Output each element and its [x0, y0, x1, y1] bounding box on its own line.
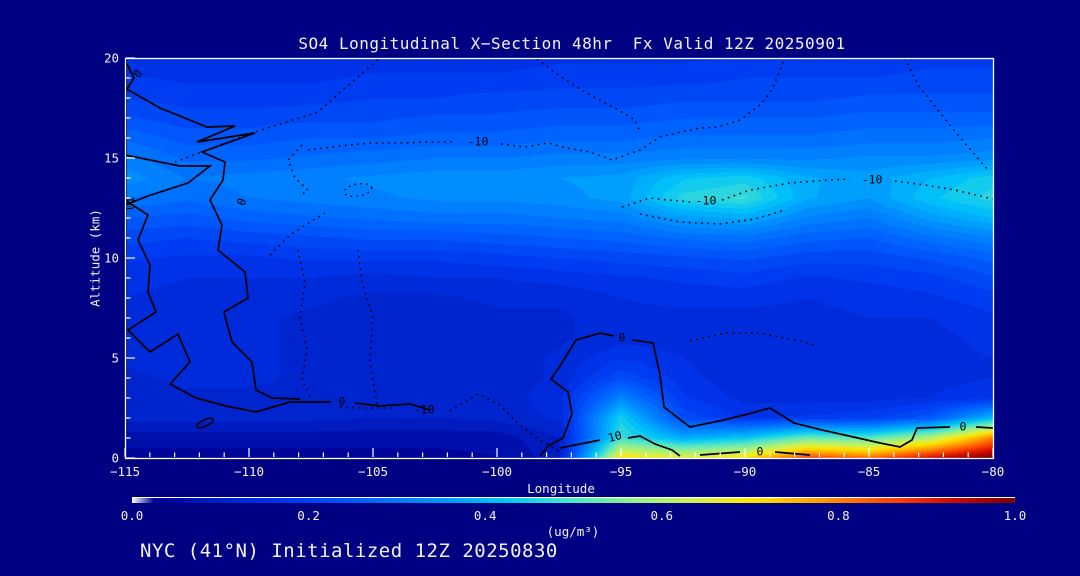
- plot-title: SO4 Longitudinal X−Section 48hr Fx Valid…: [298, 34, 846, 53]
- y-tick-label: 5: [111, 350, 119, 366]
- x-tick-label: −115: [109, 464, 141, 479]
- x-axis-label: Longitude: [527, 481, 595, 496]
- colorbar-tick-label: 1.0: [1003, 508, 1027, 523]
- y-tick-label: 15: [103, 150, 119, 166]
- colorbar-tick-label: 0.4: [473, 508, 497, 523]
- y-tick-label: 20: [103, 50, 119, 66]
- x-tick-label: −110: [233, 464, 265, 479]
- colorbar-tick-label: 0.0: [120, 508, 144, 523]
- colorbar-unit-label: (ug/m³): [546, 524, 600, 539]
- x-tick-label: −95: [609, 464, 633, 479]
- y-axis-label: Altitude (km): [87, 209, 103, 307]
- x-tick-label: −90: [733, 464, 757, 479]
- colorbar: [132, 497, 1015, 503]
- y-tick-label: 0: [111, 450, 119, 466]
- y-tick-label: 10: [103, 250, 119, 266]
- x-tick-label: −80: [981, 464, 1005, 479]
- contour-fill-field: [125, 58, 993, 458]
- colorbar-tick-label: 0.6: [650, 508, 674, 523]
- x-tick-label: −100: [481, 464, 513, 479]
- x-tick-label: −85: [857, 464, 881, 479]
- colorbar-tick-label: 0.2: [297, 508, 320, 523]
- colorbar-tick-label: 0.8: [827, 508, 850, 523]
- x-tick-label: −105: [357, 464, 389, 479]
- init-caption: NYC (41°N) Initialized 12Z 20250830: [140, 540, 558, 562]
